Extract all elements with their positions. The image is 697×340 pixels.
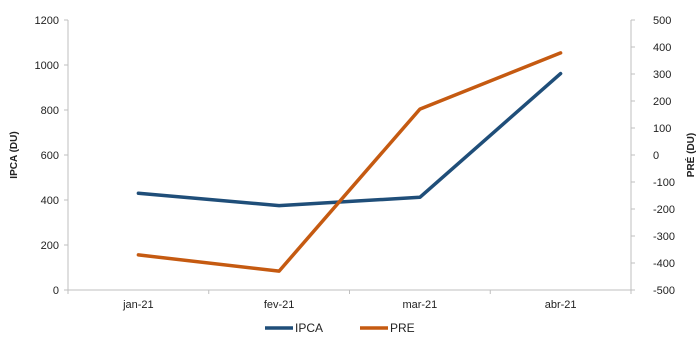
legend-label-pre: PRE [390, 321, 415, 335]
x-tick-label: fev-21 [264, 299, 295, 311]
x-tick-label: jan-21 [122, 299, 154, 311]
left-tick-label: 400 [41, 195, 59, 207]
series-line-ipca [136, 71, 563, 208]
series-line-pre [136, 51, 563, 273]
right-tick-label: -400 [653, 258, 675, 270]
left-tick-label: 600 [41, 150, 59, 162]
x-tick-label: mar-21 [402, 299, 437, 311]
tick-labels: 020040060080010001200-500-400-300-200-10… [35, 15, 676, 311]
right-tick-label: 500 [653, 15, 671, 27]
x-tick-label: abr-21 [545, 299, 577, 311]
right-tick-label: 0 [653, 150, 659, 162]
right-tick-label: -300 [653, 231, 675, 243]
right-tick-label: -100 [653, 177, 675, 189]
legend-label-ipca: IPCA [295, 321, 323, 335]
right-tick-label: -500 [653, 285, 675, 297]
right-tick-label: 400 [653, 42, 671, 54]
right-tick-label: 100 [653, 123, 671, 135]
right-tick-label: 300 [653, 69, 671, 81]
left-tick-label: 1200 [35, 15, 59, 27]
left-tick-label: 800 [41, 105, 59, 117]
left-tick-label: 1000 [35, 60, 59, 72]
series-lines [136, 51, 563, 273]
right-tick-label: 200 [653, 96, 671, 108]
legend: IPCA PRE [265, 321, 415, 335]
axes [64, 19, 635, 294]
right-tick-label: -200 [653, 204, 675, 216]
left-tick-label: 0 [53, 285, 59, 297]
left-axis-title: IPCA (DU) [9, 131, 20, 178]
left-tick-label: 200 [41, 240, 59, 252]
right-axis-title: PRÉ (DU) [684, 133, 697, 177]
